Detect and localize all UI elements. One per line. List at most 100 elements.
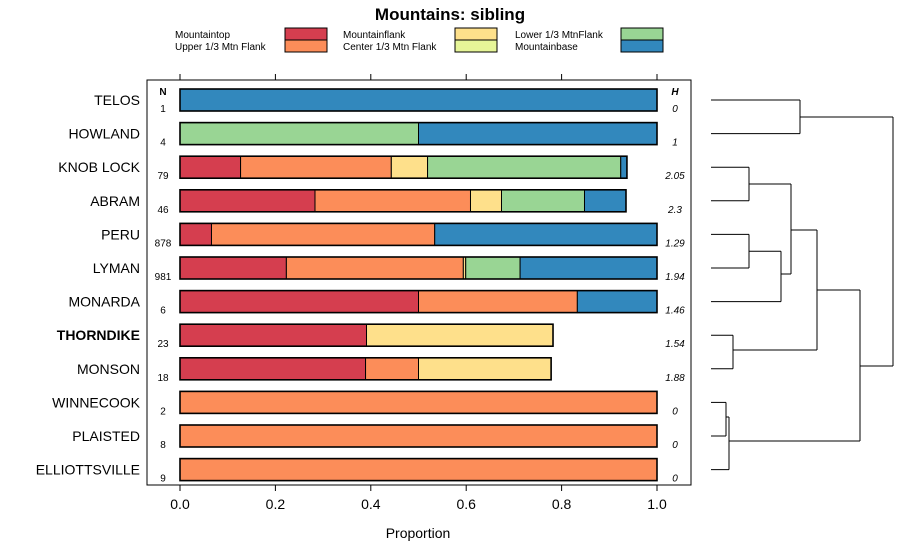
- bar-segment-elliottsville-upper-1-3-mtn-flank: [179, 458, 658, 482]
- legend-label-mountaintop: Mountaintop: [175, 30, 230, 41]
- legend-swatch-upper-1-3-mtn-flank: [284, 39, 328, 53]
- bar-segment-lyman-mountainbase: [519, 256, 658, 280]
- category-label-monson: MONSON: [77, 361, 140, 377]
- category-label-lyman: LYMAN: [93, 260, 140, 276]
- category-label-howland: HOWLAND: [68, 126, 140, 142]
- legend-swatch-lower-1-3-mtnflank: [620, 27, 664, 41]
- n-label-plaisted: 8: [160, 440, 166, 451]
- n-label-abram: 46: [157, 205, 169, 216]
- h-column-header: H: [671, 87, 679, 98]
- n-label-howland: 4: [160, 138, 166, 149]
- category-label-telos: TELOS: [94, 92, 140, 108]
- category-label-plaisted: PLAISTED: [72, 428, 140, 444]
- category-label-elliottsville: ELLIOTTSVILLE: [36, 462, 140, 478]
- bar-outline-knob-lock: [179, 155, 628, 179]
- bar-outline-plaisted: [179, 424, 658, 448]
- bar-segment-telos-mountainbase: [179, 88, 658, 112]
- category-label-abram: ABRAM: [90, 193, 140, 209]
- bar-segment-knob-lock-mountainflank: [390, 155, 429, 179]
- x-axis-label: Proportion: [386, 525, 451, 541]
- legend-label-lower-1-3-mtnflank: Lower 1/3 MtnFlank: [515, 30, 604, 41]
- bar-outline-peru: [179, 222, 658, 247]
- bar-outline-monson: [179, 356, 552, 381]
- legend-swatch-mountaintop: [284, 27, 328, 41]
- x-tick-label: 1.0: [647, 496, 667, 512]
- bar-segment-lyman-lower-1-3-mtnflank: [465, 256, 521, 280]
- h-label-peru: 1.29: [665, 238, 685, 249]
- x-tick-label: 0.0: [170, 496, 190, 512]
- legend-label-mountainbase: Mountainbase: [515, 42, 578, 53]
- bar-outline-abram: [179, 189, 627, 213]
- category-label-winnecook: WINNECOOK: [52, 394, 141, 410]
- n-label-thorndike: 23: [157, 339, 169, 350]
- bar-outline-telos: [179, 88, 658, 112]
- legend-label-center-1-3-mtn-flank: Center 1/3 Mtn Flank: [343, 42, 437, 53]
- h-label-howland: 1: [672, 138, 678, 149]
- x-tick-label: 0.4: [361, 496, 381, 512]
- bar-segment-peru-mountaintop: [179, 222, 212, 246]
- category-label-knob-lock: KNOB LOCK: [58, 159, 140, 175]
- bar-segment-thorndike-mountaintop: [179, 323, 368, 347]
- x-tick-label: 0.6: [456, 496, 476, 512]
- bar-segment-abram-mountainflank: [469, 189, 502, 213]
- h-label-elliottsville: 0: [672, 474, 678, 485]
- bar-segment-monarda-upper-1-3-mtn-flank: [418, 290, 578, 314]
- bar-outline-thorndike: [179, 323, 554, 348]
- bar-segment-abram-lower-1-3-mtnflank: [500, 189, 585, 213]
- n-label-peru: 878: [155, 238, 172, 249]
- bar-segment-monson-upper-1-3-mtn-flank: [365, 357, 420, 381]
- h-label-lyman: 1.94: [665, 272, 685, 283]
- legend-label-upper-1-3-mtn-flank: Upper 1/3 Mtn Flank: [175, 42, 267, 53]
- legend-swatch-mountainflank: [454, 27, 498, 41]
- x-axis: 0.0 0.2 0.4 0.6 0.8 1.0: [170, 74, 667, 512]
- bar-segment-howland-mountainbase: [418, 122, 658, 146]
- bar-segment-monarda-mountaintop: [179, 290, 419, 314]
- bar-segment-knob-lock-upper-1-3-mtn-flank: [240, 155, 392, 179]
- bar-segment-monson-mountaintop: [179, 357, 367, 381]
- n-label-winnecook: 2: [160, 406, 166, 417]
- bars: TELOS 1 0 HOWLAND 4 1 KNOB LOCK 79 2.05 ABRAM 46 2.…: [36, 88, 685, 485]
- h-label-abram: 2.3: [667, 205, 682, 216]
- dendrogram: [711, 99, 894, 471]
- bar-segment-abram-mountainbase: [583, 189, 627, 213]
- h-label-winnecook: 0: [672, 406, 678, 417]
- bar-segment-knob-lock-mountainbase: [620, 155, 628, 179]
- n-label-lyman: 981: [155, 272, 172, 283]
- bar-segment-knob-lock-mountaintop: [179, 155, 242, 179]
- bar-outline-monarda: [179, 289, 658, 314]
- bar-segment-plaisted-upper-1-3-mtn-flank: [179, 424, 658, 448]
- bar-outline-winnecook: [179, 390, 658, 415]
- category-label-thorndike: THORNDIKE: [57, 327, 140, 343]
- legend-label-mountainflank: Mountainflank: [343, 30, 406, 41]
- bar-segment-lyman-upper-1-3-mtn-flank: [285, 256, 464, 280]
- legend-swatch-center-1-3-mtn-flank: [454, 39, 498, 53]
- n-label-telos: 1: [160, 104, 166, 115]
- x-tick-label: 0.8: [552, 496, 572, 512]
- bar-segment-monson-mountainflank: [418, 357, 552, 381]
- category-label-peru: PERU: [101, 226, 140, 242]
- bar-segment-lyman-mountaintop: [179, 256, 287, 280]
- bar-outline-elliottsville: [179, 457, 658, 482]
- bar-segment-howland-lower-1-3-mtnflank: [179, 122, 419, 146]
- n-label-elliottsville: 9: [160, 474, 166, 485]
- h-label-telos: 0: [672, 104, 678, 115]
- bar-segment-monarda-mountainbase: [576, 290, 658, 314]
- n-label-monson: 18: [157, 373, 169, 384]
- bar-segment-abram-mountaintop: [179, 189, 316, 213]
- bar-segment-thorndike-mountainflank: [366, 323, 554, 347]
- h-label-monarda: 1.46: [665, 306, 685, 317]
- n-column-header: N: [159, 87, 166, 98]
- x-tick-label: 0.2: [266, 496, 286, 512]
- h-label-thorndike: 1.54: [665, 339, 685, 350]
- h-label-monson: 1.88: [665, 373, 685, 384]
- n-label-knob-lock: 79: [157, 171, 169, 182]
- h-label-plaisted: 0: [672, 440, 678, 451]
- bar-outline-howland: [179, 121, 658, 146]
- n-label-monarda: 6: [160, 306, 166, 317]
- h-label-knob-lock: 2.05: [664, 171, 685, 182]
- legend-swatch-mountainbase: [620, 39, 664, 53]
- bar-segment-peru-upper-1-3-mtn-flank: [210, 222, 436, 246]
- chart-title: Mountains: sibling: [375, 5, 525, 24]
